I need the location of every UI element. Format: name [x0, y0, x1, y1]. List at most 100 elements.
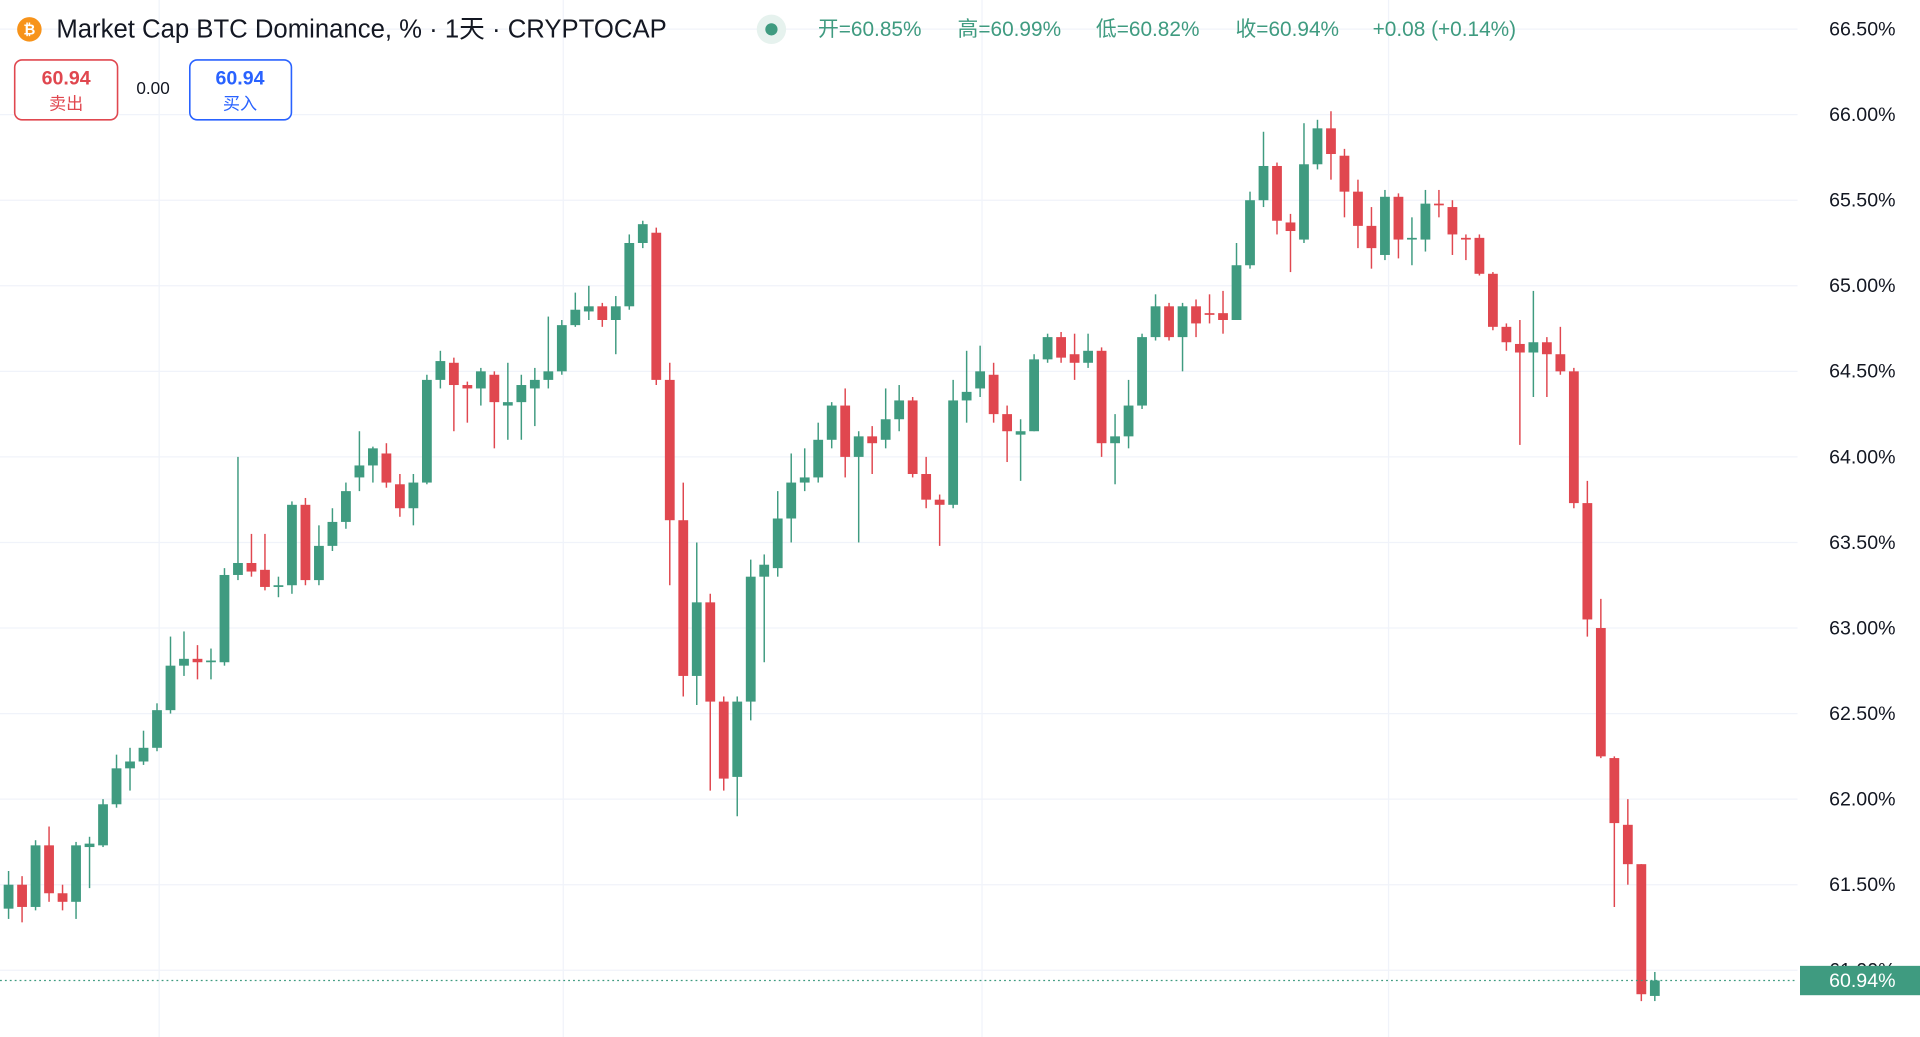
sell-box[interactable] — [13, 59, 119, 121]
candle-body — [475, 371, 486, 389]
candle-body — [206, 660, 216, 663]
candle-body — [826, 405, 837, 440]
candle-body — [1029, 359, 1040, 432]
candle-body — [462, 385, 473, 389]
candle-body — [1636, 864, 1647, 995]
y-tick-label: 66.00% — [1829, 104, 1895, 126]
candle-body — [1083, 350, 1093, 363]
candle-body — [98, 804, 108, 846]
candle-body — [786, 482, 797, 519]
candle-body — [637, 224, 648, 243]
candle-body — [1299, 164, 1309, 240]
candle-body — [381, 453, 392, 483]
candle-body — [1015, 431, 1026, 435]
candle-body — [894, 400, 905, 420]
candle-body — [1245, 200, 1255, 266]
candle-body — [1474, 237, 1485, 274]
ohlc-legend: 开=60.85% 高=60.99% 低=60.82% 收=60.94% +0.08 (+… — [818, 18, 1516, 41]
legend-item: 高=60.99% — [958, 18, 1062, 41]
last-price-label: 60.94% — [1829, 970, 1895, 992]
candle-body — [610, 306, 621, 320]
y-tick-label: 63.00% — [1829, 617, 1895, 639]
candle-body — [1555, 354, 1566, 372]
candle-body — [1204, 313, 1215, 315]
legend-item: 低=60.82% — [1096, 18, 1200, 41]
candle-body — [1434, 203, 1444, 206]
candle-body — [1407, 237, 1417, 240]
candle-body — [435, 361, 446, 380]
status-dot — [765, 23, 778, 36]
candle-body — [1272, 165, 1282, 221]
y-tick-label: 65.00% — [1829, 275, 1895, 297]
candle-body — [691, 602, 702, 676]
candle-body — [867, 436, 878, 444]
candle-body — [813, 439, 824, 478]
candle-body — [597, 306, 608, 320]
candle-body — [44, 845, 54, 894]
candle-body — [1002, 414, 1013, 432]
candle-body — [1622, 824, 1633, 865]
buy-button[interactable]: 60.94 买入 — [189, 59, 293, 121]
candle-body — [1110, 436, 1120, 444]
candle-body — [570, 309, 581, 326]
chart-title: Market Cap BTC Dominance, % · 1天 · CRYPT… — [56, 15, 666, 43]
y-tick-label: 66.50% — [1829, 18, 1895, 40]
candle-body — [1609, 758, 1620, 824]
candle-body — [408, 482, 419, 509]
y-tick-label: 62.00% — [1829, 789, 1895, 811]
y-tick-label: 65.50% — [1829, 190, 1895, 212]
candle-body — [260, 569, 270, 587]
candle-body — [30, 845, 41, 907]
candle-body — [368, 448, 378, 466]
buy-box[interactable] — [189, 59, 293, 121]
candle-body — [907, 400, 918, 475]
candle-body — [341, 491, 351, 522]
candle-body — [1488, 273, 1498, 327]
candle-body — [1231, 265, 1242, 320]
candle-body — [988, 374, 999, 415]
legend-item: 收=60.94% — [1236, 18, 1340, 41]
last-price-box — [1800, 965, 1920, 996]
candle-body — [556, 325, 567, 372]
candle-body — [1568, 371, 1579, 504]
candle-body — [664, 379, 675, 521]
sell-button[interactable]: 60.94 卖出 — [13, 59, 119, 121]
candle-body — [799, 477, 810, 483]
sell-label: 卖出 — [49, 94, 83, 114]
candle-body — [1150, 306, 1161, 338]
price-axis: 61.00%61.50%62.00%62.50%63.00%63.50%64.0… — [0, 18, 1920, 996]
y-tick-label: 63.50% — [1829, 532, 1895, 554]
candle-body — [84, 843, 95, 848]
candle-body — [327, 521, 338, 546]
candle-body — [1191, 306, 1201, 324]
candle-body — [1137, 337, 1147, 406]
candle-body — [287, 504, 297, 586]
y-tick-label: 61.50% — [1829, 874, 1895, 896]
candle-body — [1366, 225, 1377, 249]
candle-body — [489, 374, 500, 403]
candle-body — [354, 465, 365, 478]
candle-body — [1069, 354, 1080, 363]
candle-body — [853, 436, 864, 457]
candle-body — [1285, 222, 1296, 232]
candle-body — [3, 884, 14, 909]
candle-body — [1218, 313, 1228, 320]
trade-buttons: 60.94 卖出 0.00 60.94 买入 — [13, 59, 293, 121]
candle-body — [1541, 342, 1552, 355]
candle-body — [651, 232, 662, 380]
candle-body — [921, 474, 932, 500]
candle-body — [961, 391, 972, 401]
candle-body — [948, 400, 959, 505]
candle-body — [543, 371, 554, 380]
candle-body — [1353, 191, 1363, 226]
candle-body — [1447, 207, 1458, 235]
candle-body — [516, 385, 527, 403]
candle-body — [1461, 237, 1471, 240]
sell-price: 60.94 — [42, 68, 91, 90]
y-tick-label: 64.00% — [1829, 446, 1895, 468]
vertical-grid — [158, 0, 1390, 1037]
candle-body — [179, 658, 189, 666]
candle-body — [152, 710, 162, 748]
